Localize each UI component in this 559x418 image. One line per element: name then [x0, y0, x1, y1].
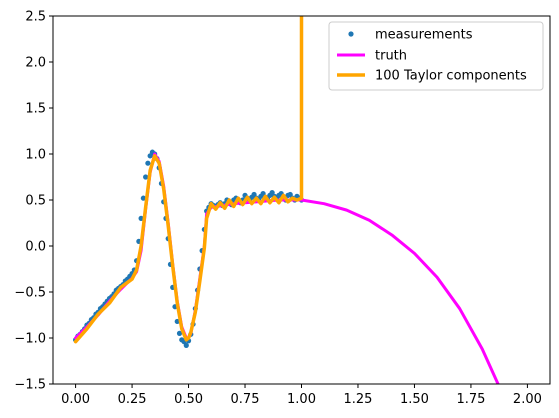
y-tick-label: −0.5 [14, 286, 46, 301]
plot-area [72, 16, 500, 384]
legend-label-truth: truth [375, 49, 407, 64]
measurement-point [145, 160, 151, 166]
y-tick-label: 2.5 [25, 10, 46, 25]
y-tick-label: 0.0 [25, 240, 46, 255]
x-tick-label: 1.00 [287, 392, 316, 407]
measurement-point [183, 342, 189, 348]
measurement-point [143, 174, 149, 180]
truth-line [74, 152, 500, 384]
x-tick-label: 0.75 [231, 392, 260, 407]
legend-label-taylor: 100 Taylor components [375, 69, 527, 84]
y-tick-label: −1.5 [14, 378, 46, 393]
x-axis-ticks: 0.00 0.25 0.50 0.75 1.00 1.25 1.50 1.75 2.00 [61, 384, 542, 407]
legend-box [328, 21, 544, 91]
y-tick-label: 0.5 [25, 194, 46, 209]
x-tick-label: 1.75 [456, 392, 485, 407]
measurement-point [138, 215, 144, 221]
measurement-point [176, 330, 183, 336]
y-tick-label: −1.0 [14, 332, 46, 347]
y-tick-label: 1.5 [25, 102, 46, 117]
plot-frame [52, 15, 551, 385]
legend: measurements truth 100 Taylor components [328, 21, 544, 91]
x-tick-label: 0.50 [174, 392, 203, 407]
x-tick-label: 1.50 [400, 392, 429, 407]
x-tick-label: 1.25 [344, 392, 373, 407]
x-tick-label: 2.00 [513, 392, 542, 407]
legend-marker-measurements [348, 31, 354, 37]
y-tick-label: 1.0 [25, 148, 46, 163]
x-tick-label: 0.25 [118, 392, 147, 407]
x-tick-label: 0.00 [61, 392, 90, 407]
legend-label-measurements: measurements [375, 28, 473, 43]
y-axis-ticks: −1.5 −1.0 −0.5 0.0 0.5 1.0 1.5 2.0 2.5 [14, 10, 53, 393]
measurement-point [140, 195, 146, 201]
taylor-line [73, 16, 304, 344]
y-tick-label: 2.0 [25, 56, 46, 71]
